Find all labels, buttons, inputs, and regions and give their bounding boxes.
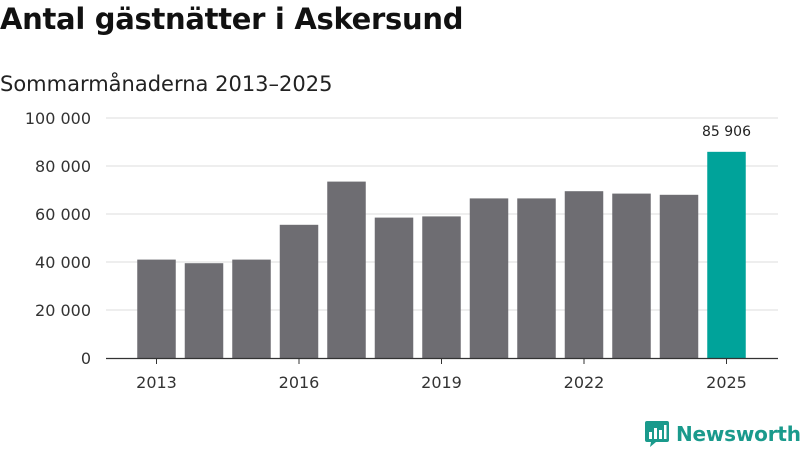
- logo-text: Newsworthy: [676, 422, 800, 446]
- x-tick-label: 2013: [136, 373, 177, 392]
- y-tick-label: 20 000: [35, 301, 91, 320]
- bar-2016: [279, 224, 319, 358]
- y-tick-label: 100 000: [25, 109, 91, 128]
- bar-2013: [137, 259, 176, 358]
- x-tick-label: 2025: [706, 373, 747, 392]
- y-tick-label: 0: [81, 349, 91, 368]
- bar-2022: [564, 191, 604, 358]
- chart-title: Antal gästnätter i Askersund: [0, 2, 464, 36]
- chart-subtitle: Sommarmånaderna 2013–2025: [0, 72, 333, 96]
- newsworthy-logo: Newsworthy: [644, 420, 800, 448]
- bar-2024: [659, 194, 699, 358]
- bar-2020: [469, 198, 509, 358]
- bar-2014: [184, 263, 224, 358]
- newsworthy-logo-icon: [645, 421, 669, 447]
- data-label: 85 906: [702, 124, 751, 140]
- bar-2015: [232, 259, 271, 358]
- bar-2017: [327, 181, 366, 358]
- x-tick-label: 2022: [564, 373, 605, 392]
- y-tick-label: 80 000: [35, 157, 91, 176]
- bar-2025: [707, 151, 746, 358]
- bar-2023: [612, 193, 651, 358]
- y-tick-label: 60 000: [35, 205, 91, 224]
- bar-2019: [422, 216, 461, 358]
- x-tick-label: 2016: [279, 373, 320, 392]
- bar-2021: [517, 198, 556, 358]
- bar-2018: [374, 217, 414, 358]
- x-tick-label: 2019: [421, 373, 462, 392]
- y-tick-label: 40 000: [35, 253, 91, 272]
